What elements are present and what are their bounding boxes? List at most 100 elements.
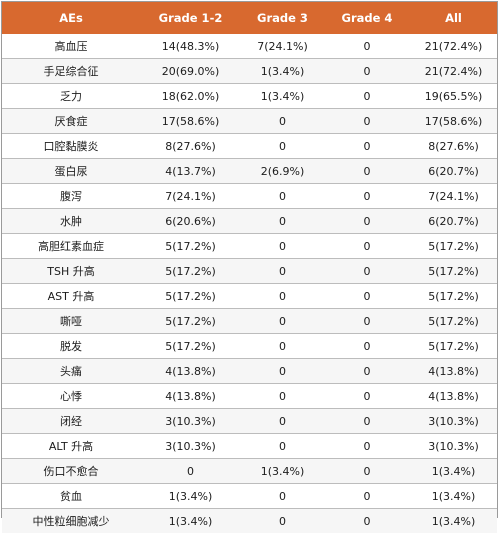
ae-name-cell: 手足综合征 [2,59,140,84]
grade-3-cell: 0 [241,484,324,509]
grade-1-2-cell: 0 [140,459,241,484]
grade-1-2-cell: 8(27.6%) [140,134,241,159]
ae-name-cell: 伤口不愈合 [2,459,140,484]
ae-name-cell: 高胆红素血症 [2,234,140,259]
grade-1-2-cell: 1(3.4%) [140,484,241,509]
header-grade-4: Grade 4 [324,2,410,34]
ae-name-cell: 厌食症 [2,109,140,134]
grade-1-2-cell: 5(17.2%) [140,284,241,309]
header-all: All [410,2,497,34]
header-aes: AEs [2,2,140,34]
grade-4-cell: 0 [324,409,410,434]
all-cell: 5(17.2%) [410,284,497,309]
ae-name-cell: TSH 升高 [2,259,140,284]
grade-1-2-cell: 5(17.2%) [140,309,241,334]
header-grade-1-2: Grade 1-2 [140,2,241,34]
grade-4-cell: 0 [324,159,410,184]
header-grade-3: Grade 3 [241,2,324,34]
grade-3-cell: 0 [241,359,324,384]
grade-4-cell: 0 [324,359,410,384]
grade-4-cell: 0 [324,209,410,234]
grade-3-cell: 7(24.1%) [241,34,324,59]
grade-1-2-cell: 7(24.1%) [140,184,241,209]
ae-name-cell: 头痛 [2,359,140,384]
all-cell: 5(17.2%) [410,234,497,259]
grade-4-cell: 0 [324,484,410,509]
grade-1-2-cell: 5(17.2%) [140,334,241,359]
all-cell: 8(27.6%) [410,134,497,159]
grade-3-cell: 0 [241,134,324,159]
grade-3-cell: 2(6.9%) [241,159,324,184]
grade-3-cell: 0 [241,409,324,434]
grade-4-cell: 0 [324,459,410,484]
grade-1-2-cell: 3(10.3%) [140,409,241,434]
all-cell: 1(3.4%) [410,459,497,484]
grade-1-2-cell: 3(10.3%) [140,434,241,459]
grade-3-cell: 0 [241,259,324,284]
all-cell: 4(13.8%) [410,359,497,384]
grade-1-2-cell: 14(48.3%) [140,34,241,59]
grade-1-2-cell: 4(13.7%) [140,159,241,184]
ae-name-cell: 水肿 [2,209,140,234]
grade-4-cell: 0 [324,184,410,209]
ae-name-cell: ALT 升高 [2,434,140,459]
ae-name-cell: 高血压 [2,34,140,59]
grade-4-cell: 0 [324,284,410,309]
grade-4-cell: 0 [324,434,410,459]
ae-name-cell: 腹泻 [2,184,140,209]
grade-3-cell: 0 [241,334,324,359]
ae-name-cell: 闭经 [2,409,140,434]
all-cell: 17(58.6%) [410,109,497,134]
all-cell: 21(72.4%) [410,34,497,59]
all-cell: 21(72.4%) [410,59,497,84]
grade-4-cell: 0 [324,334,410,359]
grade-4-cell: 0 [324,384,410,409]
ae-name-cell: 贫血 [2,484,140,509]
all-cell: 5(17.2%) [410,309,497,334]
grade-1-2-cell: 5(17.2%) [140,234,241,259]
grade-1-2-cell: 20(69.0%) [140,59,241,84]
grade-4-cell: 0 [324,309,410,334]
grade-1-2-cell: 17(58.6%) [140,109,241,134]
grade-1-2-cell: 6(20.6%) [140,209,241,234]
grade-3-cell: 0 [241,109,324,134]
grade-3-cell: 1(3.4%) [241,84,324,109]
grade-1-2-cell: 18(62.0%) [140,84,241,109]
all-cell: 7(24.1%) [410,184,497,209]
grade-3-cell: 0 [241,209,324,234]
grade-4-cell: 0 [324,109,410,134]
grade-1-2-cell: 5(17.2%) [140,259,241,284]
grade-1-2-cell: 4(13.8%) [140,359,241,384]
grade-3-cell: 0 [241,384,324,409]
grade-4-cell: 0 [324,134,410,159]
ae-name-cell: 心悸 [2,384,140,409]
ae-name-cell: 脱发 [2,334,140,359]
table-header: AEs Grade 1-2 Grade 3 Grade 4 All [2,2,497,34]
grade-4-cell: 0 [324,59,410,84]
ae-name-cell: 嘶哑 [2,309,140,334]
grade-3-cell: 0 [241,284,324,309]
grade-3-cell: 0 [241,434,324,459]
all-cell: 6(20.7%) [410,159,497,184]
all-cell: 19(65.5%) [410,84,497,109]
grade-3-cell: 0 [241,184,324,209]
grade-4-cell: 0 [324,259,410,284]
